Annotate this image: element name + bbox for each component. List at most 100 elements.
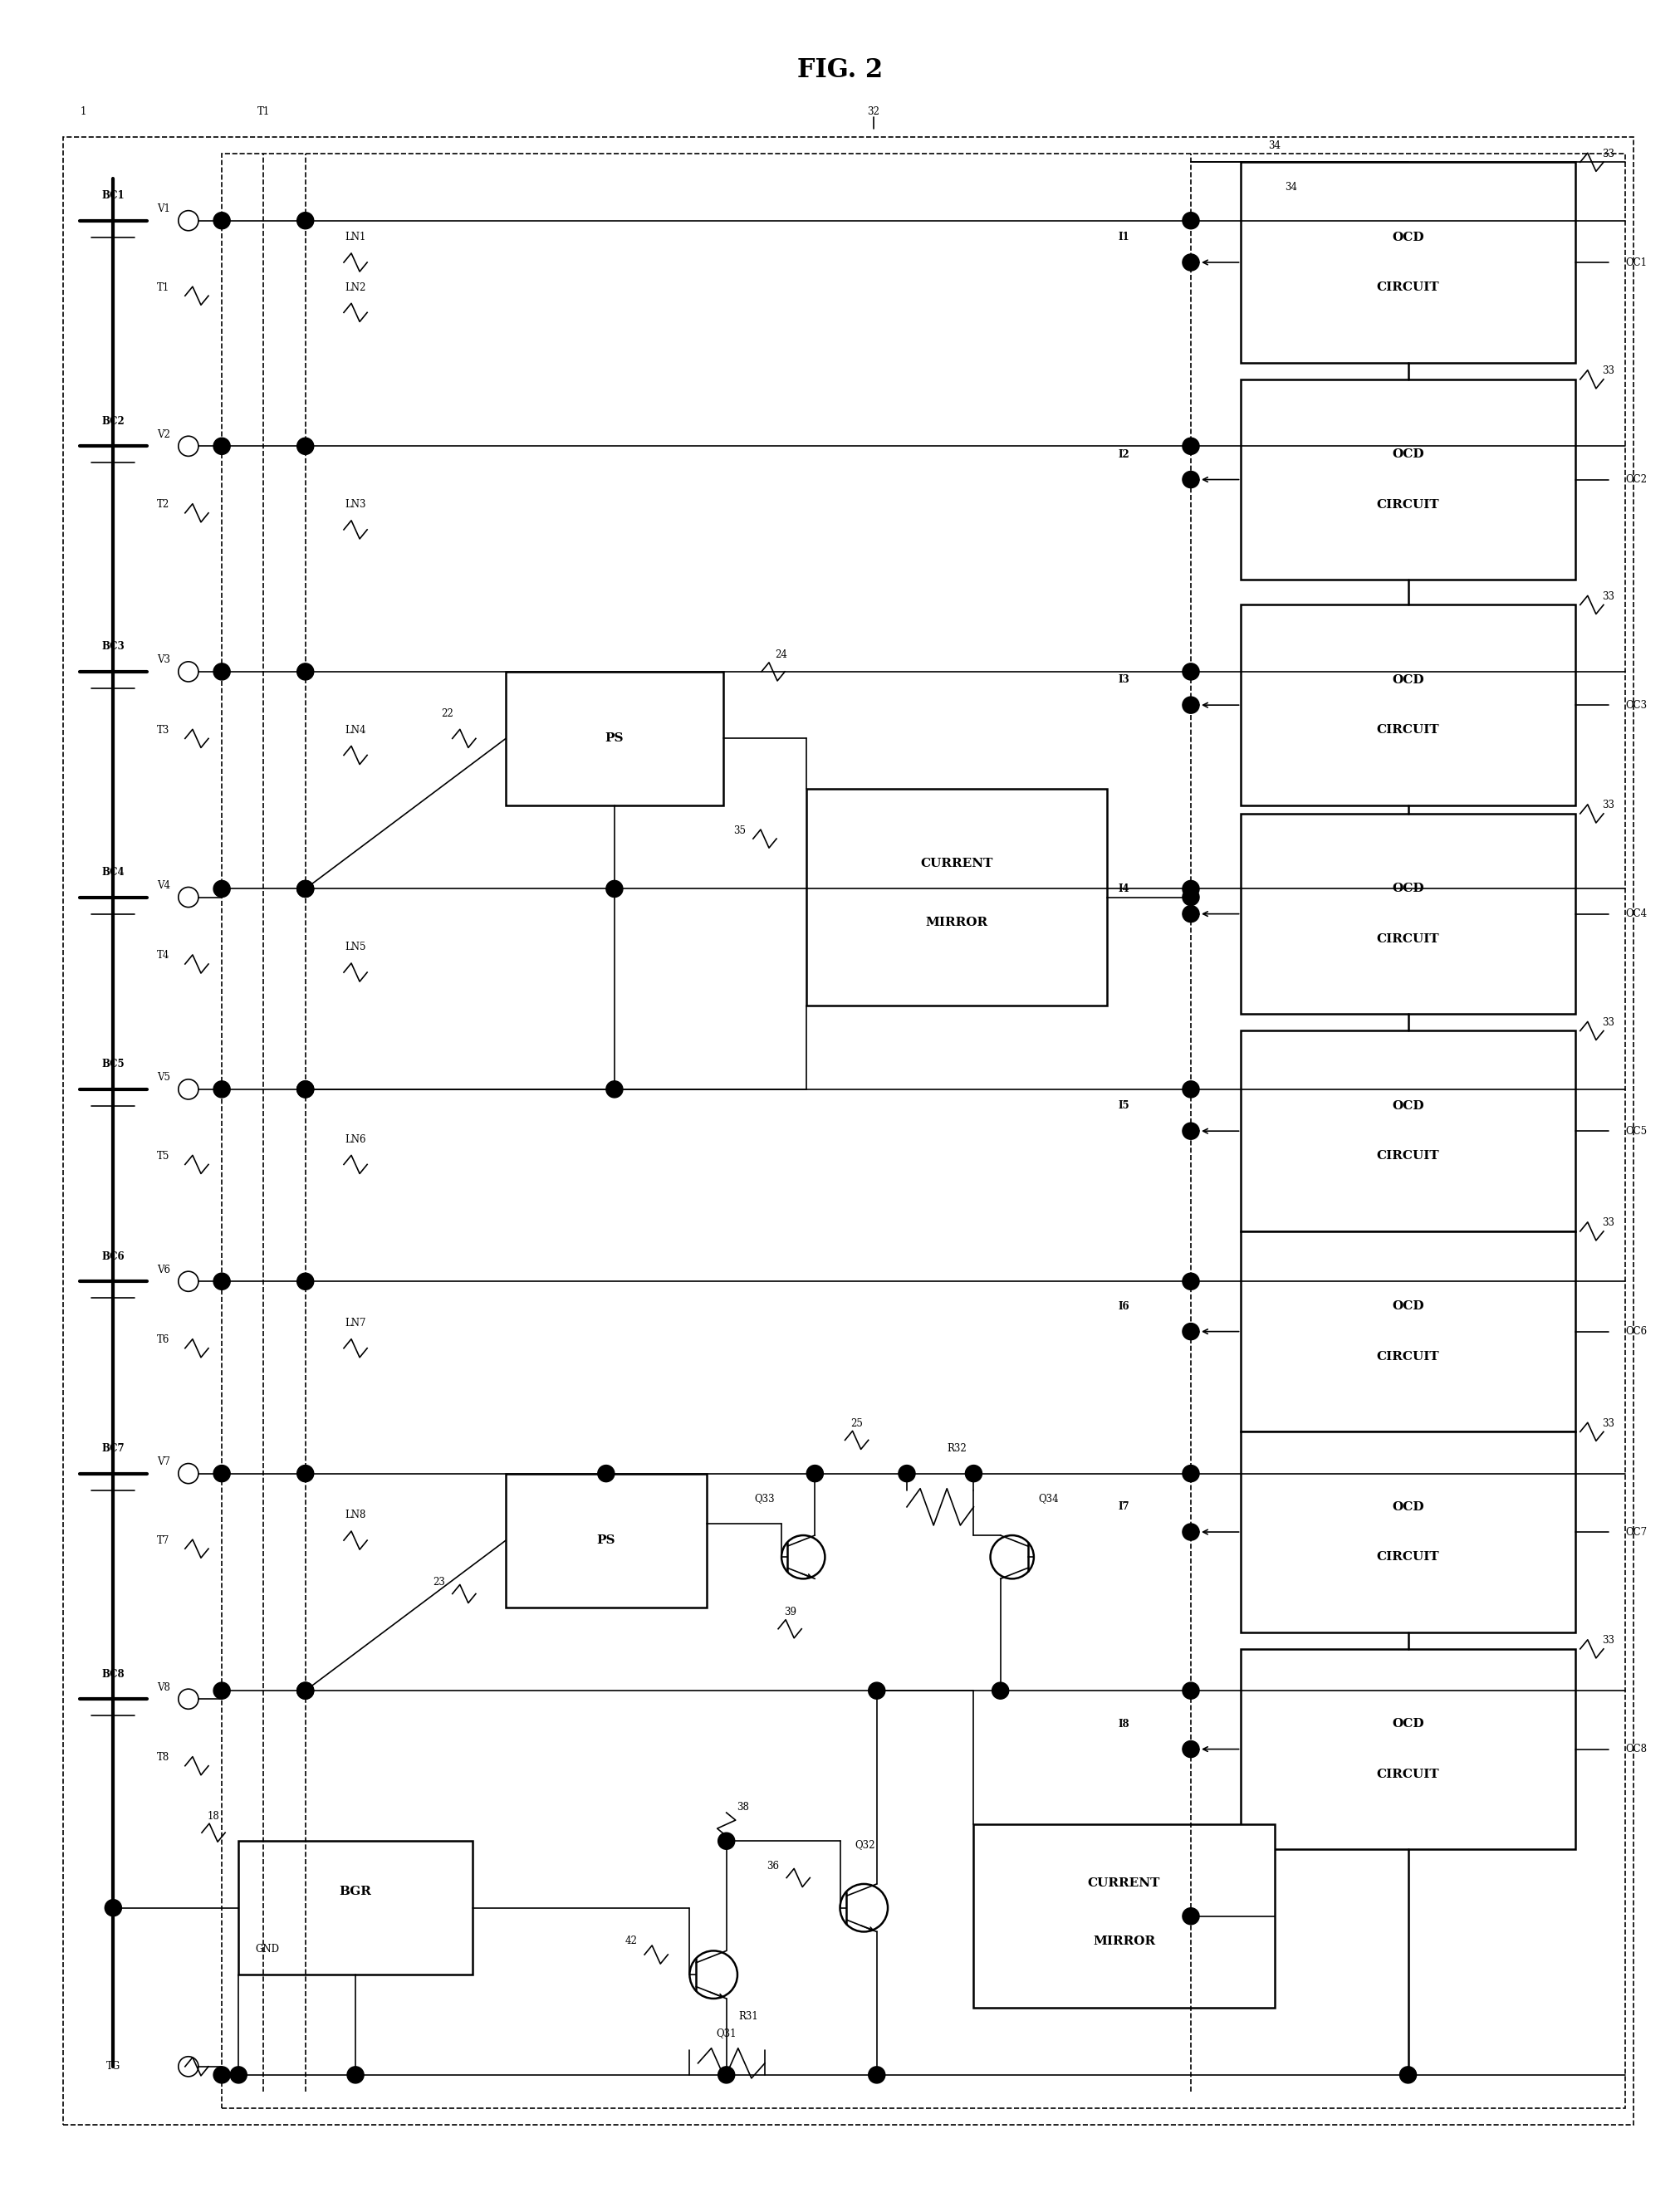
Text: 33: 33 — [1603, 591, 1614, 602]
Text: CURRENT: CURRENT — [921, 858, 993, 869]
Text: LN3: LN3 — [344, 500, 366, 511]
Text: BC6: BC6 — [102, 1252, 124, 1261]
Circle shape — [104, 1900, 121, 1916]
Circle shape — [1183, 1464, 1200, 1482]
Text: I7: I7 — [1119, 1502, 1129, 1513]
Text: CIRCUIT: CIRCUIT — [1376, 933, 1440, 945]
Text: V8: V8 — [156, 1681, 170, 1692]
Text: BC3: BC3 — [102, 641, 124, 653]
Circle shape — [1183, 905, 1200, 922]
Text: Q32: Q32 — [855, 1838, 875, 1849]
Text: 42: 42 — [625, 1936, 637, 1947]
Circle shape — [1399, 2066, 1416, 2084]
Text: CIRCUIT: CIRCUIT — [1376, 281, 1440, 294]
Circle shape — [297, 1683, 314, 1699]
Text: OCD: OCD — [1393, 1719, 1425, 1730]
Circle shape — [1183, 1741, 1200, 1759]
Text: CIRCUIT: CIRCUIT — [1376, 498, 1440, 511]
Bar — [222, 155, 1625, 2108]
Bar — [506, 672, 722, 805]
Text: PS: PS — [596, 1535, 615, 1546]
Text: CIRCUIT: CIRCUIT — [1376, 1352, 1440, 1363]
Circle shape — [717, 1834, 734, 1849]
Text: 36: 36 — [768, 1860, 780, 1871]
Text: CIRCUIT: CIRCUIT — [1376, 723, 1440, 737]
Text: 18: 18 — [207, 1812, 220, 1820]
Circle shape — [178, 1272, 198, 1292]
Text: MIRROR: MIRROR — [1092, 1936, 1156, 1947]
Text: 33: 33 — [1603, 1018, 1614, 1029]
Text: MIRROR: MIRROR — [926, 916, 988, 929]
Text: 39: 39 — [783, 1606, 796, 1617]
Text: V1: V1 — [156, 204, 170, 215]
Circle shape — [178, 436, 198, 456]
Circle shape — [297, 1274, 314, 1290]
Bar — [1242, 1431, 1576, 1632]
Circle shape — [178, 887, 198, 907]
Text: OC1: OC1 — [1625, 257, 1646, 268]
Circle shape — [213, 880, 230, 898]
Text: I8: I8 — [1119, 1719, 1129, 1730]
Text: R32: R32 — [948, 1442, 966, 1453]
Text: CIRCUIT: CIRCUIT — [1376, 1551, 1440, 1564]
Text: OCD: OCD — [1393, 675, 1425, 686]
Text: CIRCUIT: CIRCUIT — [1376, 1150, 1440, 1161]
Circle shape — [1183, 471, 1200, 489]
Text: 24: 24 — [776, 650, 788, 661]
Text: T2: T2 — [156, 500, 170, 511]
Circle shape — [213, 212, 230, 230]
Text: 33: 33 — [1603, 148, 1614, 159]
Text: T6: T6 — [156, 1334, 170, 1345]
Text: 22: 22 — [442, 708, 454, 719]
Circle shape — [178, 2057, 198, 2077]
Circle shape — [1183, 1323, 1200, 1340]
Text: Q34: Q34 — [1038, 1493, 1058, 1504]
Text: T1: T1 — [257, 106, 270, 117]
Circle shape — [297, 438, 314, 453]
Text: OCD: OCD — [1393, 449, 1425, 460]
Circle shape — [1183, 880, 1200, 898]
Text: 23: 23 — [433, 1577, 445, 1588]
Text: T8: T8 — [156, 1752, 170, 1763]
Bar — [506, 1473, 706, 1608]
Text: OCD: OCD — [1393, 1301, 1425, 1312]
Circle shape — [1183, 438, 1200, 453]
Text: OCD: OCD — [1393, 1502, 1425, 1513]
Text: V3: V3 — [156, 655, 170, 666]
Text: R31: R31 — [738, 2011, 758, 2022]
Text: BC2: BC2 — [102, 416, 124, 427]
Circle shape — [1183, 664, 1200, 679]
Circle shape — [213, 1274, 230, 1290]
Text: BC7: BC7 — [102, 1442, 124, 1453]
Circle shape — [598, 1464, 615, 1482]
Bar — [1242, 1648, 1576, 1849]
Bar — [1242, 1232, 1576, 1431]
Circle shape — [297, 1082, 314, 1097]
Circle shape — [230, 2066, 247, 2084]
Circle shape — [1183, 1082, 1200, 1097]
Text: FIG. 2: FIG. 2 — [798, 58, 882, 84]
Circle shape — [213, 2066, 230, 2084]
Text: OC8: OC8 — [1625, 1743, 1646, 1754]
Text: I6: I6 — [1119, 1301, 1129, 1312]
Text: T7: T7 — [156, 1535, 170, 1546]
Circle shape — [1183, 1274, 1200, 1290]
Text: 35: 35 — [734, 825, 746, 836]
Text: I2: I2 — [1119, 449, 1129, 460]
Text: BGR: BGR — [339, 1885, 371, 1898]
Circle shape — [991, 1535, 1033, 1579]
Text: 38: 38 — [738, 1803, 749, 1814]
Circle shape — [966, 1464, 983, 1482]
Circle shape — [348, 2066, 365, 2084]
Text: V6: V6 — [156, 1265, 170, 1274]
Text: Q33: Q33 — [754, 1493, 774, 1504]
Bar — [1242, 1031, 1576, 1232]
Circle shape — [1183, 1907, 1200, 1924]
Text: OC2: OC2 — [1625, 473, 1646, 484]
Circle shape — [178, 1079, 198, 1099]
Text: LN7: LN7 — [344, 1318, 366, 1329]
Text: LN2: LN2 — [344, 283, 366, 292]
Circle shape — [297, 1683, 314, 1699]
Text: LN6: LN6 — [344, 1135, 366, 1146]
Circle shape — [297, 1464, 314, 1482]
